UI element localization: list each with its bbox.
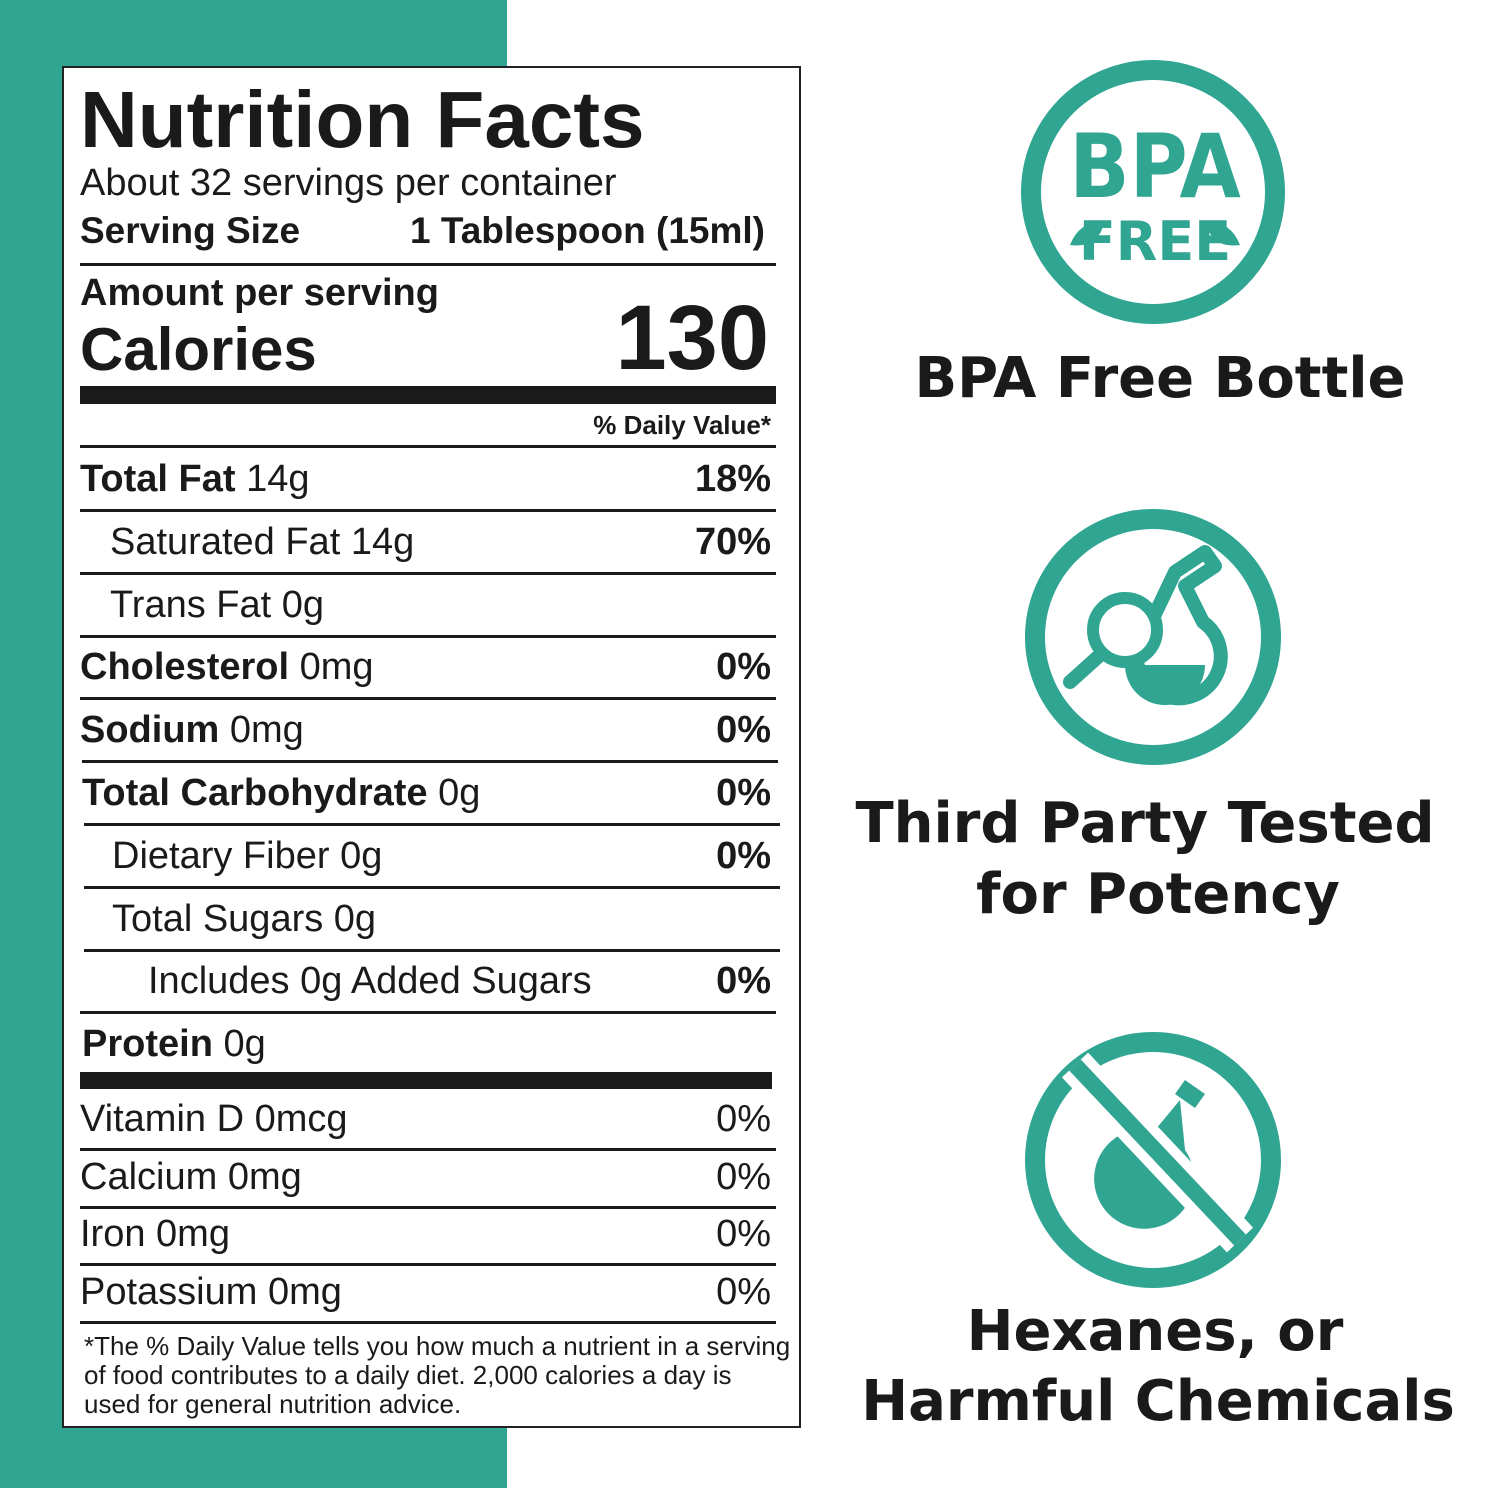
rule bbox=[80, 1148, 776, 1151]
vitamin-dv: 0% bbox=[716, 1270, 771, 1313]
magnifier-handle bbox=[1063, 648, 1107, 689]
badge-ring bbox=[1021, 60, 1285, 324]
badge-icon-text: FREE bbox=[1079, 210, 1231, 273]
vitamin-dv: 0% bbox=[716, 1155, 771, 1198]
badge-caption: for Potency bbox=[976, 862, 1340, 927]
nutrient-dv: 0% bbox=[716, 709, 771, 752]
footnote: *The % Daily Value tells you how much a … bbox=[84, 1331, 791, 1419]
nutrient-name: Total Fat bbox=[80, 458, 236, 500]
nutrient-row: Total Fat 14g bbox=[80, 460, 309, 498]
nutrient-amount: 0mg bbox=[229, 709, 304, 752]
vitamin-dv: 0% bbox=[716, 1213, 771, 1255]
servings: About 32 servings per container bbox=[80, 162, 617, 204]
nutrient-name: Saturated Fat bbox=[110, 520, 341, 563]
nutrient-row: Total Sugars 0g bbox=[112, 900, 376, 938]
badge-ring bbox=[1025, 1032, 1281, 1288]
nutrient-row: Cholesterol 0mg bbox=[80, 648, 374, 686]
badge-ring bbox=[1025, 509, 1281, 765]
rule bbox=[84, 885, 780, 889]
rule bbox=[80, 445, 776, 448]
nutrient-dv: 0% bbox=[716, 834, 771, 877]
bpa-badge: BPA FREE BPA Free Bottle bbox=[914, 60, 1406, 411]
rule bbox=[84, 948, 780, 952]
vitamin-row: Potassium 0mg bbox=[80, 1273, 342, 1311]
vitamin-name: Iron bbox=[80, 1213, 146, 1255]
nutrient-amount: 0g bbox=[340, 834, 383, 877]
rule bbox=[80, 571, 776, 575]
nutrient-name: Dietary Fiber bbox=[112, 834, 330, 877]
flask-liquid bbox=[1125, 665, 1205, 705]
serving-size-label: Serving Size bbox=[80, 210, 301, 251]
vitamin-name: Calcium bbox=[80, 1155, 218, 1198]
calories-label: Calories bbox=[80, 316, 317, 383]
rule bbox=[80, 1320, 776, 1324]
nutrient-dv: 0% bbox=[716, 960, 771, 1003]
amount-per-serving: Amount per serving bbox=[80, 272, 439, 314]
nutrient-amount: 14g bbox=[246, 458, 310, 500]
nutrient-dv: 18% bbox=[694, 458, 771, 500]
badge-caption: Third Party Tested bbox=[855, 791, 1434, 856]
nutrient-amount: 0mg bbox=[299, 646, 374, 689]
nutrient-dv: 0% bbox=[716, 772, 771, 814]
nutrient-name: Trans Fat bbox=[110, 583, 272, 626]
serving-size: 1 Tablespoon (15ml) bbox=[410, 210, 765, 251]
nutrient-row: Saturated Fat 14g bbox=[110, 523, 414, 561]
vitamin-amount: 0mg bbox=[227, 1155, 302, 1198]
vitamin-amount: 0mg bbox=[156, 1213, 230, 1255]
nutrient-amount: 0g bbox=[438, 772, 481, 814]
rule bbox=[82, 760, 778, 764]
badge-caption: Hexanes, or bbox=[967, 1299, 1344, 1364]
nutrient-row: Includes 0g Added Sugars bbox=[148, 962, 592, 1000]
nutrient-row: Sodium 0mg bbox=[80, 711, 304, 749]
thick-rule bbox=[80, 1072, 772, 1089]
rule bbox=[84, 823, 780, 826]
nutrient-amount: 0g bbox=[281, 583, 325, 626]
badge-caption: BPA Free Bottle bbox=[914, 346, 1405, 411]
badge-caption: Harmful Chemicals bbox=[861, 1369, 1455, 1434]
vitamin-amount: 0mcg bbox=[254, 1098, 348, 1140]
nutrient-name: Sodium bbox=[80, 709, 220, 752]
calories: 130 bbox=[615, 287, 770, 389]
nutrient-name: Total Carbohydrate bbox=[82, 772, 428, 814]
badge-icon-text: BPA bbox=[1069, 115, 1241, 218]
nutrient-row: Total Carbohydrate 0g bbox=[82, 774, 480, 812]
rule bbox=[80, 1205, 776, 1209]
leaf-icon bbox=[1070, 222, 1240, 246]
nutrient-amount: 0g bbox=[223, 1023, 266, 1066]
rule bbox=[80, 634, 776, 638]
nutrient-row: Protein 0g bbox=[82, 1025, 266, 1063]
nutrient-name: Includes 0g Added Sugars bbox=[148, 960, 592, 1003]
slash bbox=[1069, 1059, 1246, 1246]
nutrient-name: Cholesterol bbox=[80, 646, 290, 689]
tested-badge: Third Party Tested for Potency bbox=[855, 509, 1435, 927]
nutrition-label: Nutrition Facts About 32 servings per co… bbox=[62, 66, 801, 1428]
rule bbox=[80, 1011, 776, 1015]
magnifier-icon bbox=[1087, 592, 1163, 668]
vitamin-name: Vitamin D bbox=[80, 1098, 245, 1140]
nutrient-amount: 0g bbox=[333, 897, 377, 940]
nutrient-dv: 0% bbox=[716, 646, 771, 689]
vitamin-amount: 0mg bbox=[267, 1270, 342, 1313]
thick-rule bbox=[80, 386, 776, 404]
label-title: Nutrition Facts bbox=[80, 75, 645, 164]
hexane-badge: Hexanes, or Harmful Chemicals bbox=[861, 1032, 1455, 1434]
nutrient-amount: 14g bbox=[350, 520, 415, 563]
rule bbox=[80, 697, 776, 701]
vitamin-row: Vitamin D 0mcg bbox=[80, 1100, 348, 1138]
vitamin-row: Calcium 0mg bbox=[80, 1158, 302, 1196]
rule bbox=[80, 509, 776, 512]
nutrient-name: Total Sugars bbox=[112, 897, 324, 940]
nutrient-row: Dietary Fiber 0g bbox=[112, 837, 382, 875]
rule bbox=[80, 1263, 776, 1266]
rule bbox=[80, 263, 776, 266]
vitamin-row: Iron 0mg bbox=[80, 1215, 230, 1253]
nutrient-row: Trans Fat 0g bbox=[110, 586, 324, 624]
vitamin-dv: 0% bbox=[716, 1098, 771, 1140]
nutrient-dv: 70% bbox=[694, 520, 771, 563]
daily-value-header: % Daily Value* bbox=[593, 410, 771, 440]
nutrient-name: Protein bbox=[82, 1023, 213, 1066]
vitamin-name: Potassium bbox=[80, 1270, 258, 1313]
